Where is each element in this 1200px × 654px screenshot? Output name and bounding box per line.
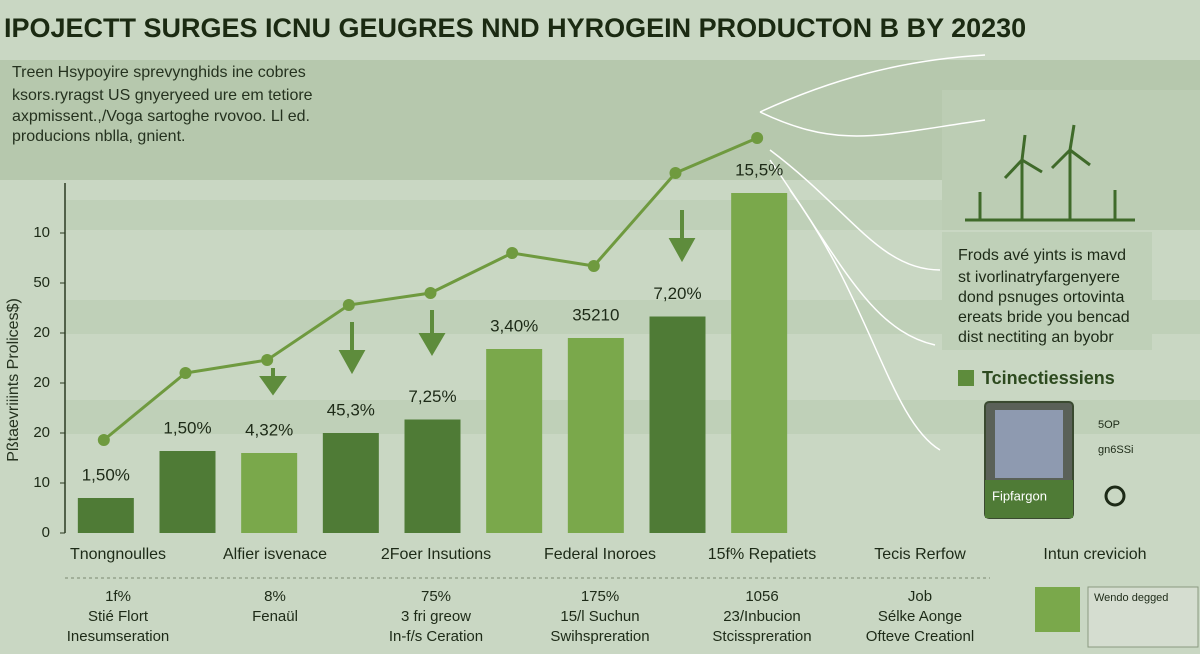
panel-text: dond psnuges ortovinta — [958, 289, 1124, 306]
row-label: Tnongnoulles — [70, 546, 166, 563]
legend-swatch — [1035, 587, 1080, 632]
data-annotation: 35210 — [572, 305, 619, 324]
panel-heading: Tcinectiessiens — [982, 368, 1115, 388]
footer-text: Swihspreration — [550, 628, 649, 645]
subtitle: producions nblla, gnient. — [12, 128, 185, 145]
bar — [567, 338, 624, 533]
bar — [486, 349, 543, 533]
footer-text: Job — [908, 588, 932, 605]
row-label: Tecis Rerfow — [874, 546, 966, 563]
y-tick-label: 20 — [33, 374, 50, 391]
footer-text: Stcisspreration — [712, 628, 811, 645]
footer-text: In-f/s Ceration — [389, 628, 483, 645]
icon-circle — [1104, 485, 1126, 507]
connector-arrows — [759, 54, 986, 451]
footer-text: 1056 — [745, 588, 778, 605]
footer-text: 15/l Suchun — [560, 608, 639, 625]
y-tick-label: 50 — [33, 274, 50, 291]
y-tick-label: 0 — [42, 524, 50, 541]
trend-point — [97, 434, 110, 446]
icon-label: 5OP — [1098, 419, 1120, 431]
legend-swatch — [958, 370, 974, 386]
y-tick-label: 10 — [33, 224, 50, 241]
badge — [1087, 586, 1199, 648]
row-label: 2Foer Insutions — [381, 546, 491, 563]
data-annotation: 7,20% — [653, 284, 701, 303]
bar — [404, 419, 461, 533]
down-arrows — [259, 210, 696, 396]
trend-point — [342, 299, 355, 311]
bar — [649, 316, 706, 533]
row-label: Federal Inoroes — [544, 546, 656, 563]
data-annotation: 7,25% — [408, 387, 456, 406]
footer-text: Sélke Aonge — [878, 608, 962, 625]
footer-text: 175% — [581, 588, 619, 605]
y-tick-label: 20 — [33, 424, 50, 441]
panel-text: st ivorlinatryfargenyere — [958, 269, 1120, 286]
footer-text: Stié Flort — [88, 608, 149, 625]
trend-point — [424, 287, 437, 299]
trend-point — [261, 354, 274, 366]
icon-label: Wendo degged — [1094, 592, 1168, 604]
trend-point — [587, 260, 600, 272]
panel-text: Frods avé yints is mavd — [958, 247, 1126, 264]
y-axis-label: Pßtaevriiints Prolices$) — [5, 298, 22, 462]
bar — [159, 451, 216, 533]
footer-text: 3 fri greow — [401, 608, 471, 625]
subtitle: axpmissent.,/Voga sartoghe rvovoo. Ll ed… — [12, 108, 310, 125]
trend-point — [179, 367, 192, 379]
chart-title: IPOJECTT SURGES ICNU GEUGRES NND HYROGEI… — [4, 13, 1026, 43]
icon-label: gn6SSi — [1098, 444, 1133, 456]
bar — [77, 498, 134, 533]
icon-screen — [995, 410, 1063, 478]
trend-point — [751, 132, 764, 144]
icon-label-bg — [985, 480, 1073, 518]
row-label: 15f% Repatiets — [708, 546, 817, 563]
footer-text: 23/Inbucion — [723, 608, 801, 625]
row-label: Intun crevicioh — [1043, 546, 1146, 563]
bar — [241, 453, 298, 533]
icon-label: Fipfargon — [992, 488, 1047, 503]
trend-point — [506, 247, 519, 259]
footer-text: Fenaül — [252, 608, 298, 625]
subtitle: ksors.ryragst US gnyeryeed ure em tetior… — [12, 87, 313, 104]
y-tick-label: 20 — [33, 324, 50, 341]
data-annotation: 1,50% — [163, 418, 211, 437]
footer-text: 8% — [264, 588, 286, 605]
panel-text: ereats bride you bencad — [958, 309, 1130, 326]
subtitle: Treen Hsypoyire sprevynghids ine cobres — [12, 64, 306, 81]
turbines — [965, 124, 1135, 222]
footer-text: 1f% — [105, 588, 131, 605]
footer-text: Ofteve Creationl — [866, 628, 974, 645]
row-label: Alfier isvenace — [223, 546, 327, 563]
text-panel — [942, 232, 1152, 350]
trend-point — [669, 167, 682, 179]
data-annotation: 1,50% — [82, 465, 130, 484]
bar — [731, 193, 788, 533]
data-annotation: 3,40% — [490, 316, 538, 335]
bar — [322, 433, 379, 533]
data-annotation: 4,32% — [245, 420, 293, 439]
footer-text: Inesumseration — [67, 628, 170, 645]
data-annotation: 15,5% — [735, 160, 783, 179]
panel-text: dist nectiting an byobr — [958, 329, 1114, 346]
footer-text: 75% — [421, 588, 451, 605]
data-annotation: 45,3% — [327, 400, 375, 419]
y-tick-label: 10 — [33, 474, 50, 491]
